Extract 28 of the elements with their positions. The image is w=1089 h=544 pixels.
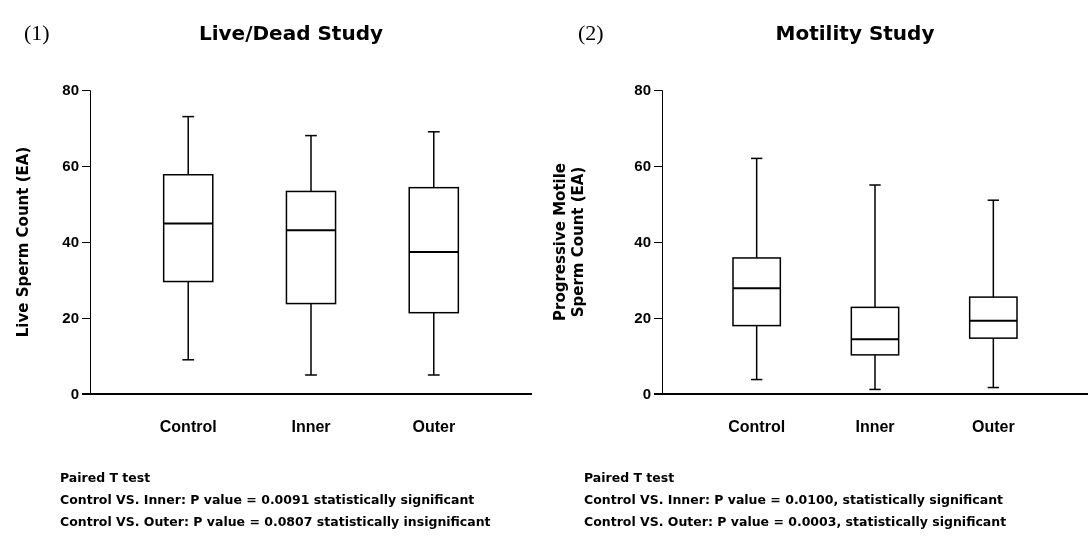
y-tick-label: 0 [70,385,79,403]
y-axis-title: Progressive Motile Sperm Count (EA) [551,162,587,322]
text: Control VS. Outer: P value = 0.0003, statistically significant [584,514,1007,529]
text: Control VS. Inner: P value = 0.0091 statistically significant [60,492,475,507]
text: Paired T test [584,470,675,485]
chart-title: Motility Study [775,21,935,45]
y-tick-label: 60 [634,157,651,175]
chart-title: Live/Dead Study [198,21,384,45]
x-tick-label: Control [728,418,786,436]
y-tick-label: 0 [642,385,651,403]
y-tick-label: 60 [62,157,79,175]
text: Paired T test [60,470,151,485]
x-tick-label: Inner [291,418,331,436]
text: (2) [578,20,604,45]
text: Control VS. Outer: P value = 0.0807 statistically insignificant [60,514,491,529]
y-tick-label: 40 [62,233,79,251]
y-tick-label: 80 [62,81,79,99]
x-tick-label: Inner [855,418,895,436]
text: Control VS. Inner: P value = 0.0100, statistically significant [584,492,1004,507]
y-tick-label: 20 [634,309,651,327]
y-tick-label: 40 [634,233,651,251]
y-tick-label: 80 [634,81,651,99]
x-tick-label: Control [159,418,217,436]
text: (1) [24,20,50,45]
x-tick-label: Outer [412,418,456,436]
y-axis-title: Live Sperm Count (EA) [14,146,32,338]
x-tick-label: Outer [972,418,1015,436]
y-tick-label: 20 [62,309,79,327]
